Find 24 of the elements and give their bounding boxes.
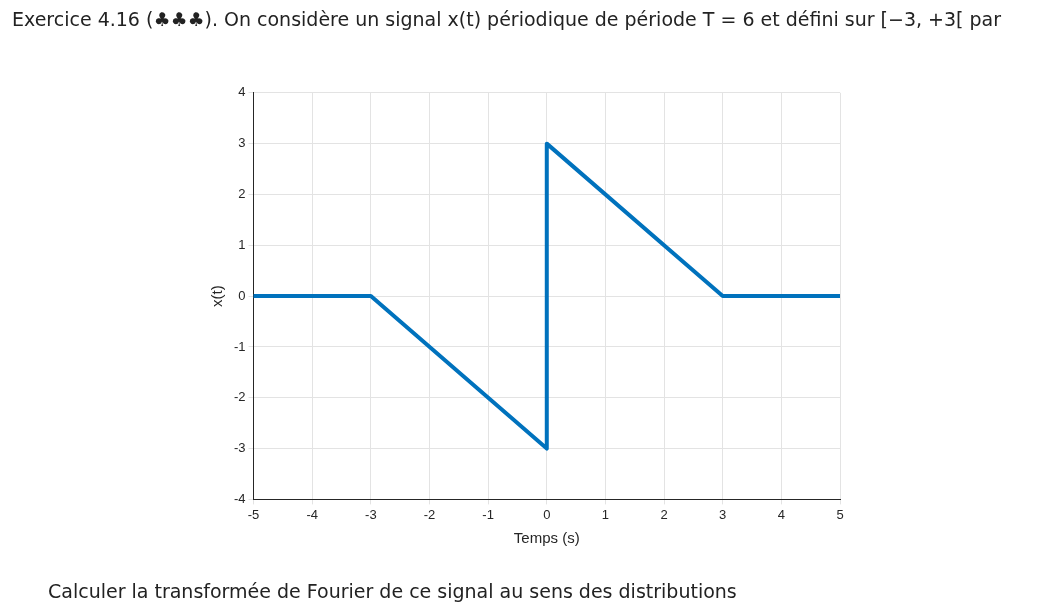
x-tick-label: -2	[423, 506, 436, 522]
x-tick-label: -5	[247, 506, 260, 522]
y-tick-label: -3	[234, 440, 246, 456]
y-tick-label: 2	[238, 186, 246, 202]
y-tick-label: 4	[238, 84, 246, 100]
y-tick-label: 0	[238, 287, 246, 303]
x-tick-label: 2	[660, 506, 668, 522]
x-tick-label: -1	[482, 506, 494, 522]
chart-title: Exercice 4.16 (♣♣♣). On considère un signal x(t) périodique de période T = 6 et défini sur [−3, +3[ par	[12, 7, 1003, 32]
y-tick-label: -1	[234, 338, 246, 354]
x-tick-label: -4	[306, 506, 318, 522]
x-tick-label: -3	[365, 506, 377, 522]
y-tick-label: -2	[234, 389, 246, 405]
x-tick-label: 4	[777, 506, 785, 522]
x-tick-label: 3	[719, 506, 727, 522]
x-tick-label: 5	[836, 506, 844, 522]
y-axis-title: x(t)	[208, 285, 226, 307]
x-tick-label: 0	[543, 506, 551, 522]
y-tick-label: 3	[238, 135, 246, 151]
text: Calculer la transformée de Fourier de ce signal au sens des distributions	[48, 580, 737, 602]
y-tick-label: 1	[238, 236, 246, 252]
x-tick-label: 1	[601, 506, 610, 522]
x-axis-title: Temps (s)	[513, 529, 580, 547]
y-tick-label: -4	[234, 490, 246, 506]
